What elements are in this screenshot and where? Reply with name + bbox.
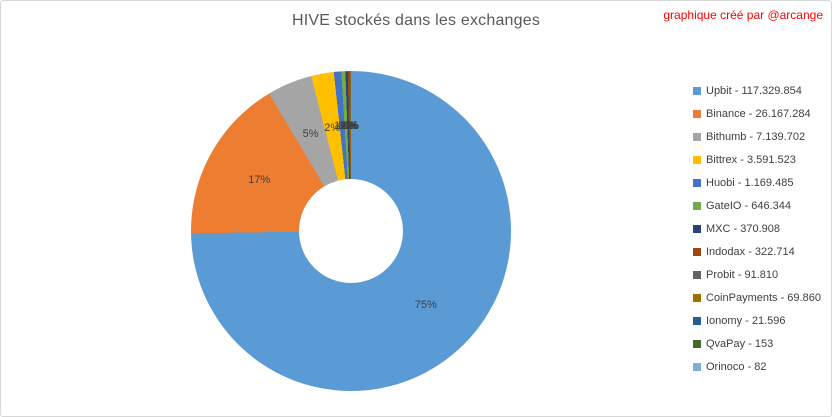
legend-label: Orinoco - 82 — [706, 360, 767, 373]
slice-percent-label-probit: 0% — [342, 120, 359, 132]
legend-label: Bithumb - 7.139.702 — [706, 130, 806, 143]
legend-swatch — [693, 155, 701, 164]
legend-item-bithumb[interactable]: Bithumb - 7.139.702 — [693, 125, 821, 148]
slice-percent-label-coinpayments: 0% — [342, 120, 359, 132]
slice-percent-label-ionomy: 0% — [343, 120, 359, 132]
legend-label: CoinPayments - 69.860 — [706, 291, 821, 304]
legend-swatch — [693, 132, 701, 141]
slice-percent-label-bittrex: 2% — [324, 121, 341, 134]
legend-label: Binance - 26.167.284 — [706, 107, 811, 120]
legend-swatch — [693, 362, 701, 371]
legend-item-indodax[interactable]: Indodax - 322.714 — [693, 240, 821, 263]
legend-label: Probit - 91.810 — [706, 268, 779, 281]
slice-percent-label-indodax: 0% — [341, 120, 358, 132]
slice-percent-label-orinoco: 0% — [343, 120, 359, 132]
legend-item-mxc[interactable]: MXC - 370.908 — [693, 217, 821, 240]
legend-swatch — [693, 109, 701, 118]
credit-text: graphique créé par @arcange — [663, 8, 823, 22]
slice-percent-label-qvapay: 0% — [343, 120, 359, 132]
legend-item-bittrex[interactable]: Bittrex - 3.591.523 — [693, 148, 821, 171]
legend-label: GateIO - 646.344 — [706, 199, 791, 212]
slice-percent-label-bithumb: 5% — [302, 128, 319, 141]
legend-label: QvaPay - 153 — [706, 337, 774, 350]
legend-swatch — [693, 86, 701, 95]
legend-swatch — [693, 201, 701, 210]
legend-swatch — [693, 339, 701, 348]
legend-swatch — [693, 293, 701, 302]
legend-item-orinoco[interactable]: Orinoco - 82 — [693, 355, 821, 378]
chart-title: HIVE stockés dans les exchanges — [291, 12, 541, 29]
legend-label: Upbit - 117.329.854 — [706, 84, 802, 97]
slice-percent-label-gateio: 0% — [338, 120, 354, 133]
legend-label: Ionomy - 21.596 — [706, 314, 786, 327]
slice-percent-label-binance: 17% — [248, 173, 271, 186]
legend-label: MXC - 370.908 — [706, 222, 780, 235]
legend: Upbit - 117.329.854 Binance - 26.167.284 B… — [693, 79, 821, 378]
legend-item-binance[interactable]: Binance - 26.167.284 — [693, 102, 821, 125]
legend-swatch — [693, 224, 701, 233]
legend-item-probit[interactable]: Probit - 91.810 — [693, 263, 821, 286]
legend-swatch — [693, 316, 701, 325]
legend-item-coinpayments[interactable]: CoinPayments - 69.860 — [693, 286, 821, 309]
legend-swatch — [693, 178, 701, 187]
legend-swatch — [693, 247, 701, 256]
slice-percent-label-upbit: 75% — [414, 298, 437, 311]
legend-label: Indodax - 322.714 — [706, 245, 795, 258]
slice-percent-label-huobi: 1% — [334, 120, 351, 133]
donut-hole — [299, 179, 403, 283]
legend-item-ionomy[interactable]: Ionomy - 21.596 — [693, 309, 821, 332]
legend-label: Bittrex - 3.591.523 — [706, 153, 796, 166]
legend-label: Huobi - 1.169.485 — [706, 176, 794, 189]
legend-item-huobi[interactable]: Huobi - 1.169.485 — [693, 171, 821, 194]
legend-item-upbit[interactable]: Upbit - 117.329.854 — [693, 79, 821, 102]
legend-item-qvapay[interactable]: QvaPay - 153 — [693, 332, 821, 355]
slice-percent-label-mxc: 0% — [340, 120, 357, 132]
legend-item-gateio[interactable]: GateIO - 646.344 — [693, 194, 821, 217]
legend-swatch — [693, 270, 701, 279]
